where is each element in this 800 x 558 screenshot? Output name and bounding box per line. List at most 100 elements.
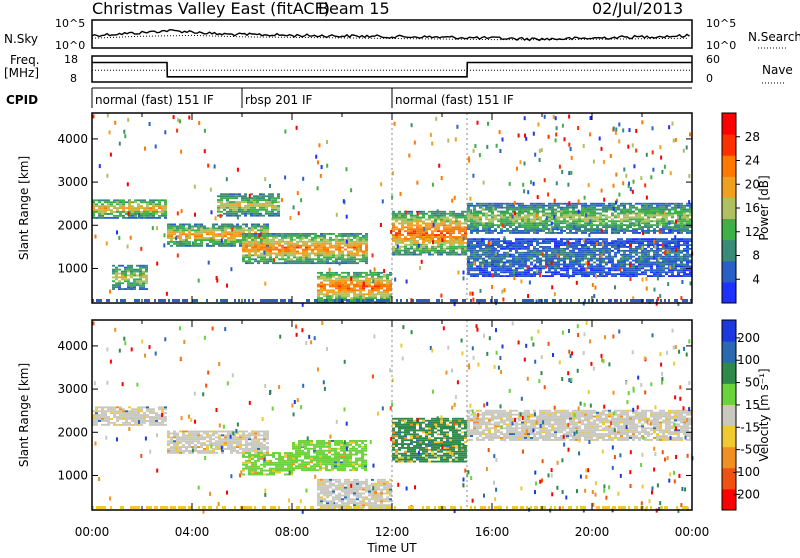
echo-cell [514, 211, 516, 215]
echo-cell [647, 211, 650, 213]
echo-cell [470, 275, 473, 277]
echo-cell [485, 230, 488, 232]
echo-cell [425, 246, 428, 248]
echo-cell [262, 209, 265, 211]
echo-cell [107, 114, 109, 118]
echo-cell [628, 182, 630, 186]
echo-cell [326, 280, 329, 282]
echo-cell [641, 220, 644, 222]
echo-cell [578, 258, 581, 260]
echo-cell [629, 254, 632, 256]
echo-cell [374, 288, 377, 290]
echo-cell [274, 205, 277, 207]
echo-cell [527, 207, 530, 209]
echo-cell [212, 243, 215, 245]
echo-cell [479, 224, 482, 226]
echo-cell [668, 258, 671, 260]
echo-cell [566, 256, 569, 258]
echo-cell [623, 265, 626, 267]
echo-cell [257, 226, 260, 228]
echo-cell [359, 239, 362, 241]
echo-cell [278, 258, 281, 260]
echo-cell [142, 286, 145, 288]
echo-cell [350, 251, 353, 253]
echo-cell [527, 228, 530, 230]
echo-cell [112, 284, 115, 286]
echo-cell [248, 254, 251, 256]
echo-cell [533, 182, 535, 186]
echo-cell [536, 203, 539, 205]
echo-cell [485, 260, 488, 262]
echo-cell [605, 209, 608, 211]
echo-cell [302, 260, 305, 262]
echo-cell [296, 251, 299, 253]
echo-cell [347, 245, 350, 247]
echo-cell [572, 273, 575, 275]
echo-cell [245, 251, 248, 253]
echo-cell [467, 263, 469, 267]
echo-cell [329, 284, 332, 286]
echo-cell [479, 265, 482, 267]
echo-cell [212, 233, 215, 235]
echo-cell [455, 252, 458, 254]
echo-cell [281, 198, 283, 202]
echo-cell [568, 171, 570, 175]
echo-cell [152, 217, 155, 219]
echo-cell [614, 275, 617, 277]
echo-cell [593, 213, 596, 215]
echo-cell [437, 228, 440, 230]
echo-cell [383, 286, 386, 288]
echo-cell [329, 256, 332, 258]
echo-cell [170, 239, 173, 241]
echo-cell [211, 210, 213, 214]
echo-cell [182, 241, 185, 243]
echo-cell [659, 250, 662, 252]
echo-cell [221, 231, 224, 233]
echo-cell [644, 215, 647, 217]
echo-cell [440, 211, 443, 213]
echo-cell [674, 246, 677, 248]
echo-cell [578, 248, 581, 250]
echo-cell [638, 273, 641, 275]
echo-cell [452, 248, 455, 250]
echo-cell [130, 271, 133, 273]
echo-cell [485, 273, 488, 275]
echo-cell [593, 271, 596, 273]
echo-cell [470, 222, 473, 224]
echo-cell [608, 209, 611, 211]
echo-cell [431, 236, 434, 238]
echo-cell [112, 280, 115, 282]
echo-cell [506, 267, 509, 269]
echo-cell [622, 256, 624, 260]
echo-cell [290, 237, 293, 239]
echo-cell [568, 143, 570, 147]
echo-cell [671, 215, 674, 217]
echo-cell [149, 199, 152, 201]
echo-cell [452, 221, 455, 223]
echo-cell [290, 235, 293, 237]
echo-cell [527, 265, 529, 269]
echo-cell [617, 273, 620, 275]
echo-cell [383, 289, 386, 291]
echo-cell [650, 262, 653, 264]
echo-cell [668, 215, 671, 217]
echo-cell [216, 279, 218, 283]
echo-cell [288, 299, 290, 302]
echo-cell [668, 240, 671, 242]
echo-cell [554, 199, 556, 203]
echo-cell [632, 269, 635, 271]
echo-cell [518, 265, 521, 267]
echo-cell [482, 264, 484, 268]
echo-cell [380, 223, 382, 227]
echo-cell [557, 224, 560, 226]
echo-cell [266, 227, 269, 229]
echo-cell [554, 240, 557, 242]
echo-cell [130, 236, 132, 240]
echo-cell [251, 254, 254, 256]
echo-cell [245, 243, 248, 245]
echo-cell [314, 235, 317, 237]
echo-cell [593, 224, 596, 226]
echo-cell [545, 265, 547, 269]
echo-cell [659, 209, 662, 211]
echo-cell [229, 193, 232, 195]
